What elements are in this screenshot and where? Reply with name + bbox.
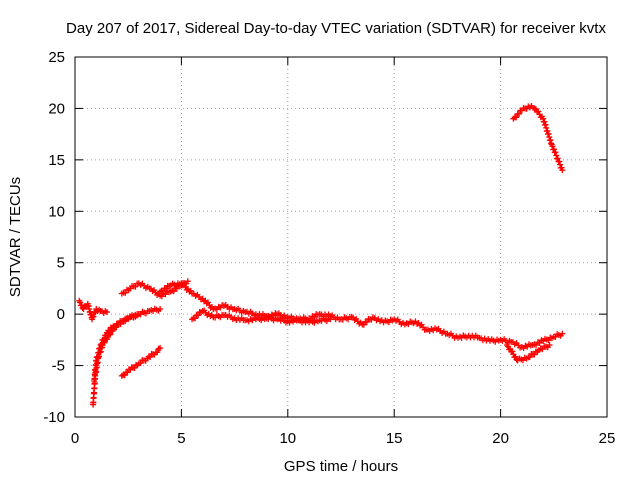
data-point — [556, 158, 563, 165]
data-point — [98, 340, 105, 347]
data-point — [184, 278, 191, 285]
data-point — [132, 283, 139, 290]
x-tick-labels: 0 5 10 15 20 25 — [71, 430, 616, 447]
data-point — [510, 115, 517, 122]
data-point — [531, 351, 538, 358]
series-upper-arc-2-5h — [118, 278, 191, 300]
data-point — [512, 353, 519, 360]
data-point — [531, 105, 538, 112]
y-tick-label: -5 — [52, 358, 65, 375]
series-lower-rise-1-3h — [91, 311, 142, 384]
data-point — [90, 313, 97, 320]
series-early-cluster — [76, 297, 110, 323]
data-point — [360, 321, 367, 328]
data-point — [187, 287, 194, 294]
data-point — [192, 315, 199, 322]
chart-title: Day 207 of 2017, Sidereal Day-to-day VTE… — [66, 20, 606, 37]
x-tick-label: 5 — [177, 430, 185, 447]
data-point — [109, 324, 116, 331]
data-point — [559, 167, 566, 174]
data-point — [115, 321, 122, 328]
series-lower-segment-2-4h — [118, 345, 164, 379]
y-tick-label: 5 — [57, 255, 65, 272]
axis-ticks — [74, 56, 608, 418]
data-point — [78, 302, 85, 309]
data-point — [155, 345, 162, 352]
data-point — [147, 354, 154, 361]
data-point — [137, 360, 144, 367]
data-point — [513, 114, 520, 121]
series-high-arc-20-23h — [510, 103, 566, 174]
series-late-dip-20-22h — [503, 342, 553, 364]
data-point — [97, 342, 104, 348]
data-point — [546, 342, 553, 348]
y-tick-label: -10 — [43, 409, 65, 426]
data-point — [131, 365, 138, 371]
data-point — [363, 319, 370, 326]
data-point — [106, 327, 113, 334]
data-point — [157, 345, 164, 352]
data-point — [103, 309, 110, 316]
data-point — [327, 316, 334, 323]
data-point — [157, 306, 164, 312]
y-tick-label: 0 — [57, 306, 65, 323]
y-axis-label: SDTVAR / TECUs — [7, 177, 24, 297]
data-point — [135, 311, 142, 318]
data-point — [552, 149, 559, 156]
data-point — [118, 372, 125, 379]
x-tick-label: 20 — [492, 430, 509, 447]
data-point — [124, 369, 131, 376]
data-point — [122, 289, 129, 296]
data-point — [516, 110, 523, 117]
y-tick-label: 10 — [48, 203, 65, 220]
x-tick-label: 10 — [279, 430, 296, 447]
plot-frame — [74, 56, 608, 418]
grid-lines — [75, 57, 607, 417]
data-point — [121, 372, 128, 379]
series-main-band — [157, 280, 566, 352]
data-point — [101, 336, 108, 343]
y-tick-label: 20 — [48, 100, 65, 117]
y-tick-label: 25 — [48, 49, 65, 66]
data-points — [76, 103, 566, 408]
x-tick-label: 15 — [386, 430, 403, 447]
data-point — [526, 354, 533, 361]
data-point — [195, 312, 202, 319]
data-point — [559, 330, 566, 337]
data-point — [112, 323, 119, 330]
data-point — [154, 349, 161, 356]
x-axis-label: GPS time / hours — [284, 458, 398, 475]
data-point — [509, 348, 516, 355]
y-tick-label: 15 — [48, 152, 65, 169]
x-tick-label: 0 — [71, 430, 79, 447]
data-point — [207, 304, 214, 311]
data-point — [205, 299, 211, 306]
x-tick-label: 25 — [599, 430, 616, 447]
data-point — [535, 108, 542, 115]
series-secondary-band — [189, 307, 334, 326]
y-tick-labels: -10 -5 0 5 10 15 20 25 — [43, 49, 65, 426]
